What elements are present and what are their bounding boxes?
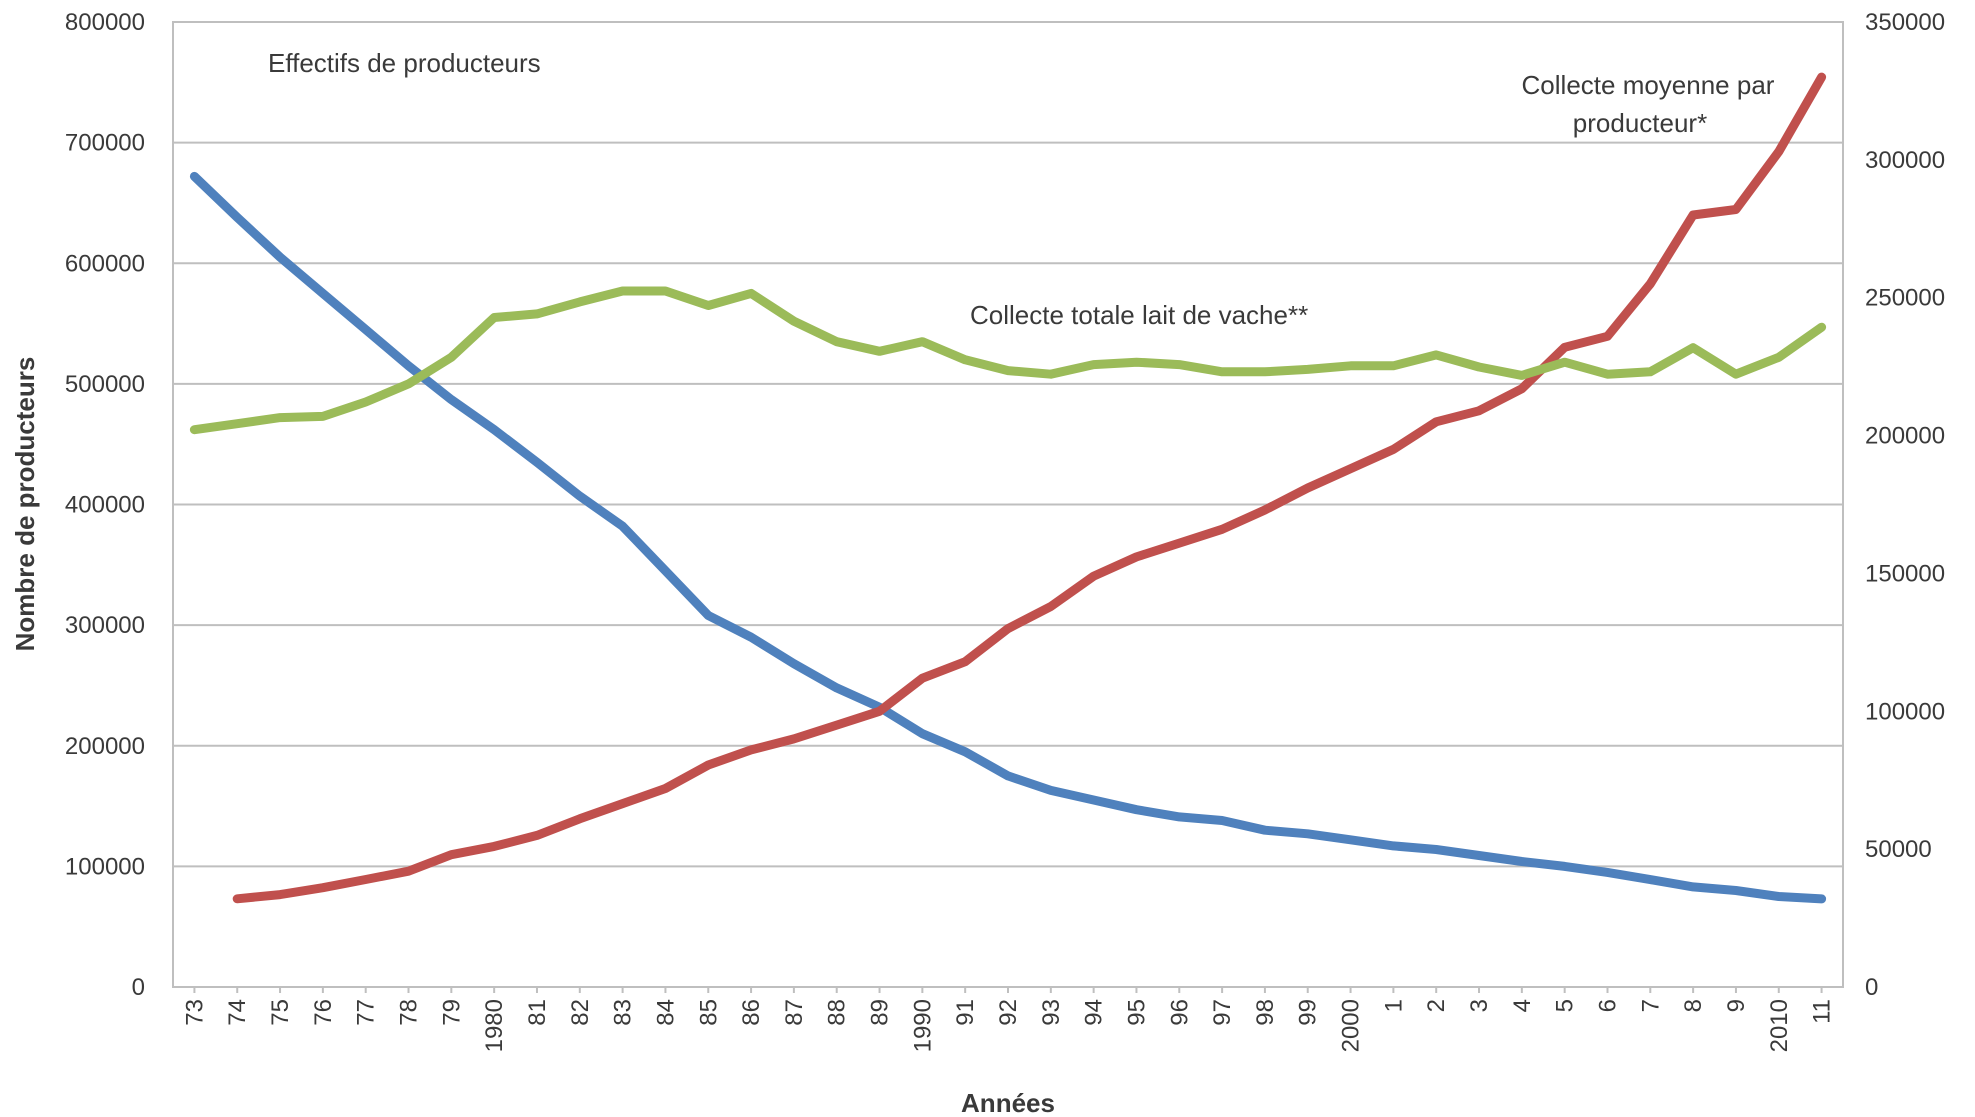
x-tick-label: 4	[1509, 999, 1536, 1012]
series-layer	[189, 72, 1827, 904]
x-tick-label: 87	[781, 999, 808, 1026]
x-tick-label: 9	[1723, 999, 1750, 1012]
x-tick-label: 84	[652, 999, 679, 1026]
y-left-tick-label: 0	[132, 974, 145, 1001]
y-left-tick-label: 100000	[65, 853, 145, 880]
x-tick-label: 99	[1295, 999, 1322, 1026]
x-tick-label: 6	[1594, 999, 1621, 1012]
annotation-collecte-totale: Collecte totale lait de vache**	[970, 300, 1308, 330]
y-axis-title: Nombre de producteurs	[10, 357, 40, 652]
annotation-effectifs: Effectifs de producteurs	[268, 48, 541, 78]
x-tick-label: 7	[1637, 999, 1664, 1012]
series-line-3	[189, 286, 1827, 435]
y-right-tick-label: 350000	[1865, 9, 1945, 36]
x-tick-label: 86	[738, 999, 765, 1026]
right-y-ticks: 0 50000 100000 150000 200000 250000 300000 3500…	[1865, 9, 1945, 1001]
y-left-tick-label: 600000	[65, 250, 145, 277]
y-left-tick-label: 300000	[65, 612, 145, 639]
y-left-tick-label: 500000	[65, 371, 145, 398]
grid	[173, 21, 1843, 868]
x-tick-label: 98	[1252, 999, 1279, 1026]
series-line-1	[189, 171, 1827, 904]
x-tick-label: 94	[1081, 999, 1108, 1026]
y-right-tick-label: 150000	[1865, 560, 1945, 587]
y-left-tick-label: 400000	[65, 492, 145, 519]
x-tick-label: 11	[1809, 999, 1836, 1024]
x-tick-label: 92	[995, 999, 1022, 1026]
x-tick-label: 97	[1209, 999, 1236, 1026]
x-tick-label: 88	[824, 999, 851, 1026]
x-tick-label: 85	[695, 999, 722, 1026]
x-tick-label: 1	[1380, 999, 1407, 1012]
y-right-tick-label: 0	[1865, 974, 1878, 1001]
x-tick-label: 83	[610, 999, 637, 1026]
x-tick-label: 2010	[1766, 999, 1793, 1052]
y-left-tick-label: 700000	[65, 130, 145, 157]
x-tick-label: 8	[1680, 999, 1707, 1012]
left-y-ticks: 0 100000 200000 300000 400000 500000 600000 700…	[65, 9, 145, 1001]
x-tick-label: 73	[181, 999, 208, 1026]
x-tick-label: 3	[1466, 999, 1493, 1012]
y-right-tick-label: 300000	[1865, 147, 1945, 174]
y-right-tick-label: 200000	[1865, 423, 1945, 450]
annotation-collecte-moyenne-line2: producteur*	[1573, 108, 1707, 138]
x-tick-label: 79	[438, 999, 465, 1026]
x-axis-title: Années	[961, 1088, 1055, 1117]
y-right-tick-label: 50000	[1865, 836, 1932, 863]
x-tick-label: 89	[867, 999, 894, 1026]
x-tick-label: 1990	[909, 999, 936, 1052]
x-tick-label: 77	[353, 999, 380, 1026]
x-tick-label: 1980	[481, 999, 508, 1052]
x-tick-label: 82	[567, 999, 594, 1026]
series-line-2	[232, 72, 1827, 904]
x-tick-label: 75	[267, 999, 294, 1026]
y-right-tick-label: 100000	[1865, 698, 1945, 725]
x-tick-label: 95	[1123, 999, 1150, 1026]
x-tick-label: 81	[524, 999, 551, 1026]
x-tick-label: 96	[1166, 999, 1193, 1026]
x-ticks: 73 74 75 76 77 78 79 1980 81 82 83 84 85 86 87 88 89 1990…	[181, 987, 1836, 1052]
annotation-collecte-moyenne-line1: Collecte moyenne par	[1522, 70, 1775, 100]
y-left-tick-label: 800000	[65, 9, 145, 36]
x-tick-label: 78	[396, 999, 423, 1026]
y-right-tick-label: 250000	[1865, 285, 1945, 312]
x-tick-label: 76	[310, 999, 337, 1026]
x-tick-label: 93	[1038, 999, 1065, 1026]
x-tick-label: 91	[952, 999, 979, 1026]
x-tick-label: 2000	[1338, 999, 1365, 1052]
x-tick-label: 74	[224, 999, 251, 1026]
x-tick-label: 2	[1423, 999, 1450, 1012]
y-left-tick-label: 200000	[65, 733, 145, 760]
x-tick-label: 5	[1552, 999, 1579, 1012]
